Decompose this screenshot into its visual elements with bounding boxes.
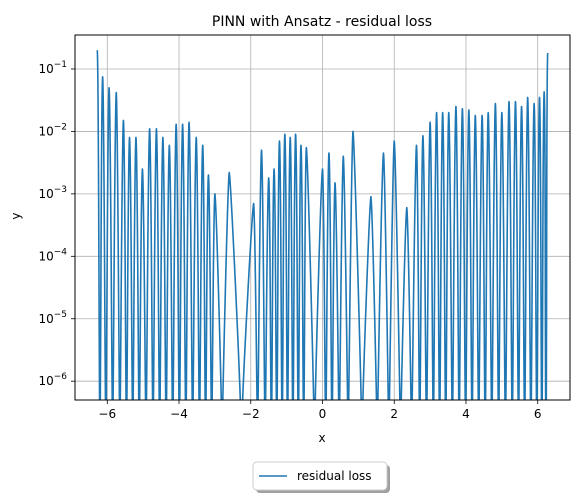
x-tick-label: −4	[170, 407, 188, 421]
y-tick-label: 10−1	[38, 60, 67, 76]
y-tick-label-base: 10	[38, 187, 53, 201]
y-tick-label-exponent: −4	[54, 247, 68, 257]
plot-area	[96, 50, 549, 400]
chart-title: PINN with Ansatz - residual loss	[212, 14, 432, 30]
y-axis: 10−610−510−410−310−210−1	[38, 60, 75, 388]
x-tick-label: 2	[390, 407, 398, 421]
y-tick-label-exponent: −5	[54, 310, 67, 320]
x-tick-label: 4	[462, 407, 470, 421]
y-tick-label-exponent: −1	[54, 60, 67, 70]
y-axis-label: y	[9, 212, 23, 219]
legend: residual loss	[252, 461, 390, 493]
x-axis: −6 −4 −2 0 2 4 6	[98, 400, 542, 421]
x-tick-label: −6	[98, 407, 116, 421]
x-tick-label: 6	[534, 407, 542, 421]
y-tick-label-exponent: −6	[54, 372, 68, 382]
y-tick-label: 10−5	[38, 310, 67, 326]
y-tick-label-base: 10	[38, 124, 53, 138]
y-tick-label-base: 10	[38, 249, 53, 263]
x-tick-label: 0	[319, 407, 327, 421]
y-tick-label: 10−2	[38, 122, 67, 138]
y-tick-label-base: 10	[38, 312, 53, 326]
y-tick-label-base: 10	[38, 62, 53, 76]
y-tick-label: 10−4	[38, 247, 67, 263]
x-tick-label: −2	[242, 407, 260, 421]
y-tick-label-exponent: −2	[54, 122, 67, 132]
legend-box	[252, 461, 388, 491]
series-line-residual-loss	[96, 50, 549, 400]
y-tick-label-exponent: −3	[54, 185, 67, 195]
x-axis-label: x	[318, 431, 325, 445]
y-tick-label: 10−3	[38, 185, 67, 201]
y-tick-label-base: 10	[38, 374, 53, 388]
legend-entry-residual-loss: residual loss	[297, 469, 372, 483]
y-tick-label: 10−6	[38, 372, 67, 388]
